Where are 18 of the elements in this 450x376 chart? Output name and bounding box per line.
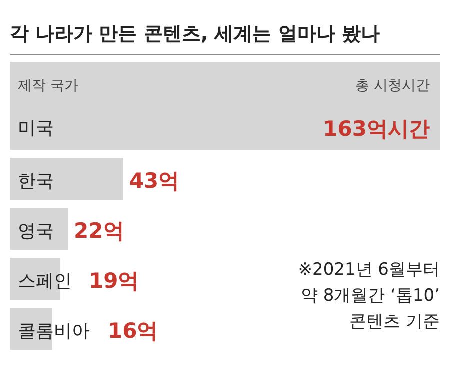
annotation: 콘텐츠 기준: [350, 312, 440, 332]
y-tick-label: 스페인: [18, 271, 72, 292]
y-tick-label: 콜롬비아: [18, 321, 90, 342]
bar: [10, 158, 124, 200]
x-axis-title: 총 시청시간: [356, 78, 430, 94]
data-label: 163억시간: [323, 117, 430, 141]
y-tick-label: 미국: [18, 118, 54, 139]
y-axis-title: 제작 국가: [18, 78, 78, 94]
data-label: 16억: [108, 319, 158, 343]
annotation: ※2021년 6월부터: [298, 260, 440, 280]
data-label: 19억: [89, 269, 140, 293]
y-tick-label: 한국: [18, 171, 54, 192]
annotation: 약 8개월간 ‘톱10’: [300, 286, 440, 306]
chart-title: 각 나라가 만든 콘텐츠, 세계는 얼마나 봤나: [10, 23, 380, 45]
data-label: 22억: [74, 219, 124, 243]
y-tick-label: 영국: [18, 221, 54, 242]
data-label: 43억: [129, 169, 180, 193]
bar: [10, 208, 68, 250]
